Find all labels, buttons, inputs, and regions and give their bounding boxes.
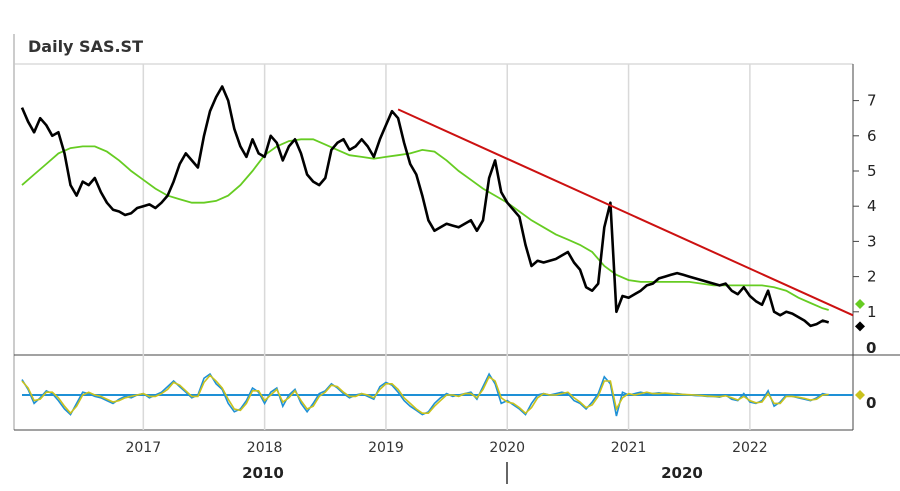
y-tick-label: 6 xyxy=(867,127,877,145)
oscillator-line2 xyxy=(21,374,829,415)
y-tick-label: 5 xyxy=(867,162,877,180)
y-tick-label: 4 xyxy=(867,197,877,215)
x-tick-label: 2021 xyxy=(611,440,647,456)
trendline xyxy=(397,108,854,317)
oscillator-layer xyxy=(21,372,853,417)
decade-label: 2020 xyxy=(661,464,703,482)
price-layer xyxy=(20,85,830,328)
price-line xyxy=(20,85,830,328)
trendline-layer xyxy=(397,108,854,317)
moving-average-layer xyxy=(21,138,829,311)
x-tick-label: 2022 xyxy=(732,440,768,456)
oscillator-zero-label: 0 xyxy=(866,394,876,412)
moving-average-marker xyxy=(855,299,865,310)
moving-average-line xyxy=(21,138,829,311)
y-tick-label: 3 xyxy=(867,232,877,250)
gridlines xyxy=(142,64,751,430)
decade-label: 2010 xyxy=(242,464,284,482)
chart-title: Daily SAS.ST xyxy=(28,37,143,56)
axis-labels: 2017 2018 2019 2020 2021 2022 2010 2020 7 6 5 4 3 2 1 0… xyxy=(125,92,877,484)
price-marker xyxy=(855,321,865,332)
y-tick-label: 7 xyxy=(867,92,877,110)
oscillator-marker xyxy=(855,390,865,400)
x-tick-label: 2020 xyxy=(489,440,525,456)
price-zero-label: 0 xyxy=(866,339,876,357)
y-tick-label: 1 xyxy=(867,303,877,321)
markers-layer xyxy=(855,299,865,400)
y-tick-label: 2 xyxy=(867,268,877,286)
x-tick-label: 2019 xyxy=(368,440,404,456)
x-tick-label: 2017 xyxy=(125,440,161,456)
x-tick-label: 2018 xyxy=(247,440,283,456)
